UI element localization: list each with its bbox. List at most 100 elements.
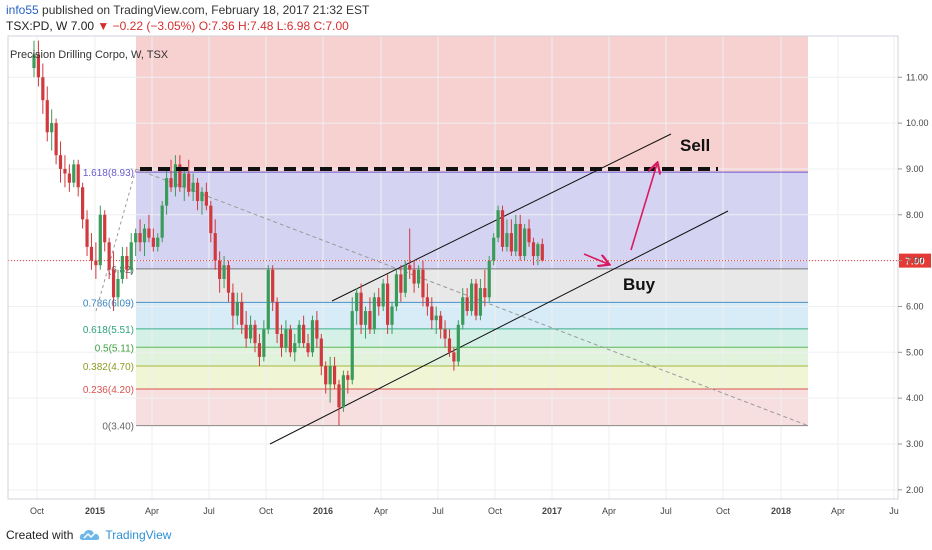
arrow-up-to-sell xyxy=(630,164,657,251)
candle-body xyxy=(151,237,155,247)
fib-label: 0.786(6.09) xyxy=(83,298,134,309)
candle-body xyxy=(350,311,354,380)
x-tick-label: 2015 xyxy=(85,506,105,516)
candle-body xyxy=(302,324,306,344)
candle-body xyxy=(279,333,284,348)
y-tick-label: 10.00 xyxy=(906,118,929,128)
candle-body xyxy=(94,260,98,266)
candle-body xyxy=(182,173,186,188)
candle-body xyxy=(213,233,217,261)
price-change: −0.22 (−3.05%) xyxy=(112,19,196,33)
x-tick-label: 2016 xyxy=(313,506,333,516)
candle-body xyxy=(332,366,337,385)
channel-lower-line xyxy=(269,210,729,445)
candle-body xyxy=(386,283,390,325)
candle-body xyxy=(116,278,120,298)
candle-body xyxy=(244,324,248,339)
x-tick-label: Apr xyxy=(602,506,616,516)
candle-body xyxy=(103,214,107,243)
fib-label: 0.236(4.20) xyxy=(83,385,134,396)
candle-body xyxy=(50,123,54,133)
chart-title: Precision Drilling Corpo, W, TSX xyxy=(10,49,169,61)
candle-body xyxy=(500,210,505,247)
author-link[interactable]: info55 xyxy=(6,3,39,17)
candle-body xyxy=(372,297,376,330)
candle-body xyxy=(76,164,80,188)
candle-body xyxy=(89,246,94,261)
x-tick-label: Oct xyxy=(30,506,45,516)
fib-band-top xyxy=(136,36,808,173)
fib-band xyxy=(136,172,808,269)
candle-body xyxy=(253,324,257,344)
axes: 11.00 10.00 9.00 8.00 7.00 6.00 5.00 4.00 3.00 2.… xyxy=(7,35,929,516)
candle-body xyxy=(518,223,522,257)
candle-body xyxy=(531,242,536,257)
candle-body xyxy=(461,297,465,325)
candle-body xyxy=(81,187,85,220)
tradingview-brand[interactable]: TradingView xyxy=(105,528,172,542)
candle-body xyxy=(430,306,434,321)
candle-body xyxy=(306,343,310,353)
candle-body xyxy=(496,210,500,238)
candle-body xyxy=(492,237,496,261)
y-tick-label: 8.00 xyxy=(906,210,924,220)
x-tick-label: Apr xyxy=(374,506,388,516)
candle-body xyxy=(536,244,540,257)
candle-body xyxy=(359,292,363,325)
candle-body xyxy=(416,269,421,284)
candle-body xyxy=(195,182,200,202)
candle-body xyxy=(169,178,173,188)
fib-label: 0.618(5.51) xyxy=(83,325,134,336)
candle-body xyxy=(284,329,288,348)
sell-label: Sell xyxy=(680,136,710,155)
candle-body xyxy=(474,283,478,316)
x-tick-label: Oct xyxy=(716,506,731,516)
candle-body xyxy=(297,324,301,344)
ohlc-values: O:7.36 H:7.48 L:6.98 C:7.00 xyxy=(198,19,349,33)
fib-band xyxy=(136,366,808,389)
candle-body xyxy=(248,324,253,339)
candle-body xyxy=(355,292,359,312)
candle-body xyxy=(235,301,239,316)
candle-body xyxy=(67,173,71,183)
candle-body xyxy=(394,274,399,307)
candle-body xyxy=(240,301,244,325)
candle-body xyxy=(54,123,58,156)
candle-body xyxy=(346,375,350,380)
candle-body xyxy=(421,269,425,298)
publish-header: info55 published on TradingView.com, Feb… xyxy=(6,3,369,17)
candle-body xyxy=(138,233,142,243)
candle-body xyxy=(266,269,270,330)
candle-body xyxy=(134,233,138,243)
fib-band xyxy=(136,328,808,348)
candle-body xyxy=(231,292,235,316)
y-tick-label: 4.00 xyxy=(906,393,924,403)
candle-body xyxy=(125,256,129,270)
candle-body xyxy=(403,265,407,293)
tradingview-cloud-icon xyxy=(80,530,100,540)
candle-body xyxy=(434,315,438,321)
x-tick-label: 2018 xyxy=(771,506,791,516)
arrow-down-to-buy xyxy=(583,253,608,264)
candle-body xyxy=(200,191,204,202)
candle-body xyxy=(425,297,429,307)
plot-border xyxy=(7,35,899,500)
x-tick-label: Apr xyxy=(831,506,845,516)
candle-body xyxy=(156,237,160,247)
x-tick-label: Jul xyxy=(432,506,444,516)
y-tick-label: 5.00 xyxy=(906,347,924,357)
candle-body xyxy=(478,288,483,316)
candle-body xyxy=(540,244,544,261)
candle-body xyxy=(288,329,292,353)
candle-body xyxy=(275,301,279,334)
symbol-label: TSX:PD, W xyxy=(6,19,68,33)
y-tick-label: 2.00 xyxy=(906,485,924,495)
candle-body xyxy=(523,228,527,257)
candle-body xyxy=(120,256,124,279)
candle-body xyxy=(452,352,456,362)
x-tick-label: Ju xyxy=(889,506,899,516)
fib-band xyxy=(136,388,808,426)
x-tick-label: Jul xyxy=(660,506,672,516)
